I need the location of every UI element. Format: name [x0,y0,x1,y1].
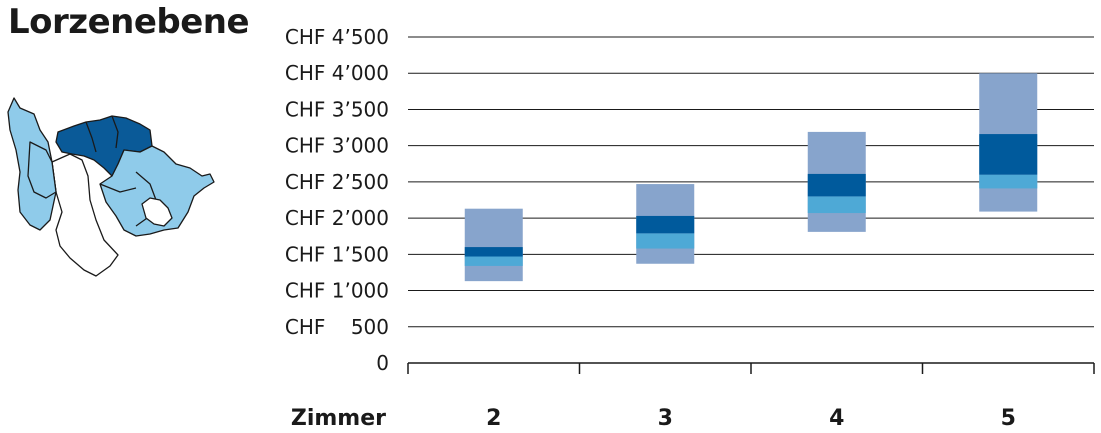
y-tick-label: 0 [376,351,389,375]
x-axis-label: Zimmer [291,406,386,431]
y-tick-label: CHF 1’500 [285,242,389,266]
map-region-south-west [51,153,119,277]
x-category-label: 5 [1001,406,1016,431]
y-tick-label: CHF 2’500 [285,170,389,194]
box-2 [464,208,523,282]
region-title: Lorzenebene [8,2,250,42]
y-tick-label: CHF 4’500 [285,25,389,49]
y-tick-label: CHF 3’500 [285,97,389,121]
x-category-label: 2 [486,406,501,431]
y-tick-label: CHF 3’000 [285,134,389,158]
box-lower-quartile [979,174,1038,189]
box-5 [979,73,1038,212]
box-lower-quartile [464,256,523,266]
box-upper-quartile [464,247,523,257]
x-category-label: 4 [829,406,844,431]
canton-map-icon [7,97,215,277]
box-upper-quartile [807,173,866,197]
y-tick-label: CHF 1’000 [285,279,389,303]
map-region-lake [141,197,173,227]
box-range [464,208,523,282]
box-upper-quartile [979,134,1038,175]
y-tick-label: CHF 500 [285,315,389,339]
x-category-label: 3 [658,406,673,431]
y-tick-label: CHF 2’000 [285,206,389,230]
box-lower-quartile [807,196,866,214]
box-4 [807,131,866,232]
box-upper-quartile [636,215,695,234]
map-region-west-2 [27,141,57,199]
y-tick-label: CHF 4’000 [285,61,389,85]
map-region-east [99,145,215,237]
box-3 [636,184,695,264]
box-lower-quartile [636,233,695,249]
